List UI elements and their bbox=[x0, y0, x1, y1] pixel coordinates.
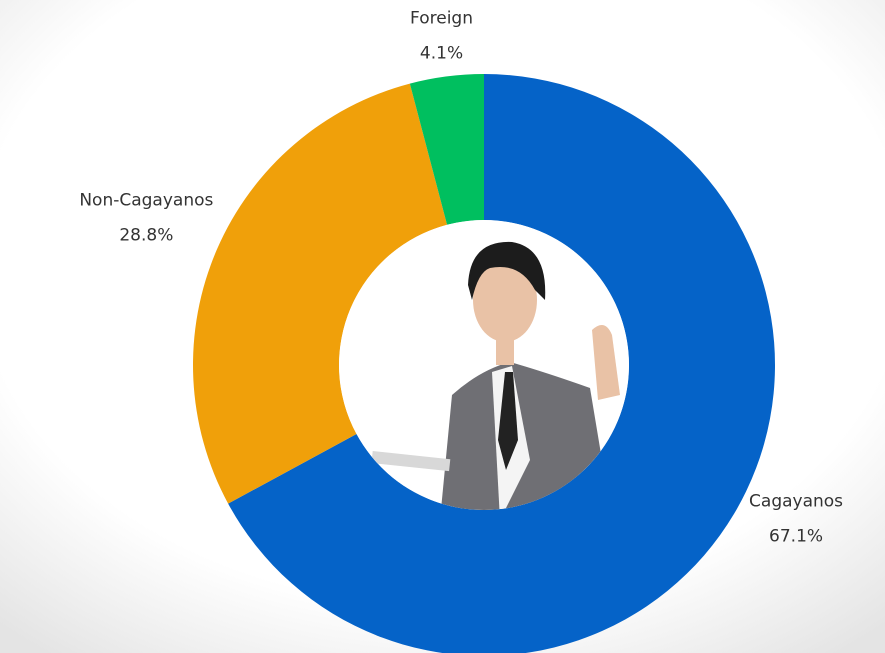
center-photo bbox=[339, 220, 629, 510]
donut-slice bbox=[193, 83, 448, 504]
slice-label: Non-Cagayanos bbox=[79, 190, 213, 210]
slice-label: Foreign bbox=[410, 8, 473, 28]
slice-value-label: 67.1% bbox=[769, 526, 823, 546]
slices bbox=[193, 74, 775, 653]
donut-slice bbox=[228, 74, 775, 653]
slice-label: Cagayanos bbox=[749, 491, 843, 511]
slice-value-label: 4.1% bbox=[420, 43, 463, 63]
slice-value-label: 28.8% bbox=[119, 225, 173, 245]
donut-slice bbox=[409, 74, 484, 225]
